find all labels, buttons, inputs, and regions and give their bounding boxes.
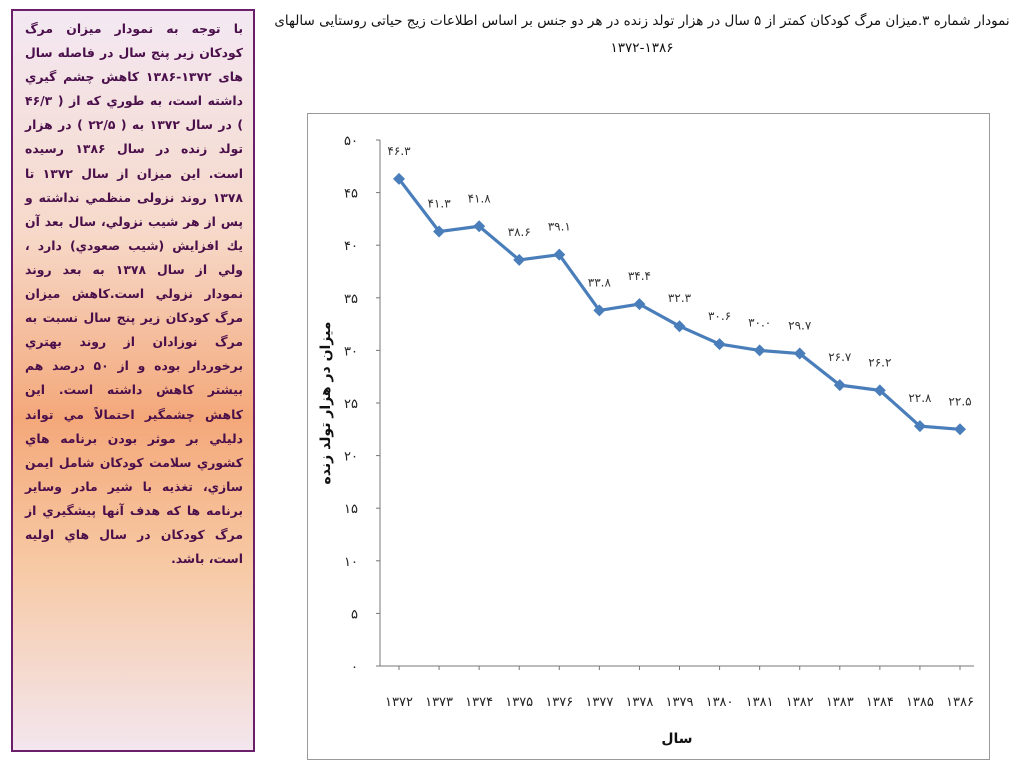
y-tick-label: ۲۵: [344, 397, 358, 412]
data-label: ۳۸.۶: [508, 225, 531, 239]
data-point: [393, 172, 405, 185]
data-point: [433, 225, 446, 238]
y-tick-label: ۲۰: [344, 450, 358, 465]
data-label: ۴۶.۳: [387, 144, 411, 158]
data-point: [473, 220, 486, 233]
x-tick-label: ۱۳۸۱: [746, 695, 774, 710]
data-point: [873, 384, 886, 397]
x-tick-label: ۱۳۸۰: [706, 695, 734, 710]
x-tick-label: ۱۳۸۳: [826, 695, 854, 710]
axes: [379, 140, 974, 667]
y-tick-label: ۴۵: [344, 187, 358, 202]
data-label: ۳۰.۶: [708, 309, 731, 323]
x-tick-label: ۱۳۸۵: [906, 695, 934, 710]
x-tick-label: ۱۳۷۲: [385, 695, 413, 710]
y-tick-label: ۰: [351, 660, 358, 675]
data-point: [833, 379, 846, 392]
y-tick-label: ۳۰: [344, 344, 358, 359]
y-tick-label: ۱۰: [344, 555, 358, 570]
data-point: [954, 423, 966, 436]
x-ticks: ۱۳۷۲ ۱۳۷۳ ۱۳۷۴ ۱۳۷۵ ۱۳۷۶ ۱۳۷۷ ۱۳۷۸ ۱۳۷۹ ۱۳۸۰ ۱۳۸۱…: [385, 666, 974, 710]
x-tick-label: ۱۳۷۴: [465, 695, 493, 710]
summary-panel: با توجه به نمودار میزان مرگ کودکان زیر پ…: [11, 9, 255, 752]
chart-frame: ۰ ۵ ۱۰ ۱۵ ۲۰ ۲۵ ۳۰ ۳۵ ۴۰ ۴۵ ۵۰ ۱۳۷۲ ۱۳۷۳ ۱۳۷۴ ۱۳۷۵ ۱۳۷…: [307, 113, 990, 760]
data-point: [713, 338, 726, 351]
data-label: ۲۲.۸: [908, 391, 932, 405]
data-label: ۳۳.۸: [588, 275, 612, 289]
data-label: ۳۲.۳: [668, 291, 692, 305]
data-label: ۳۹.۱: [548, 220, 571, 234]
y-axis-title: میزان در هزار تولد زنده: [318, 322, 334, 485]
y-tick-label: ۳۵: [344, 292, 358, 307]
x-tick-label: ۱۳۷۳: [425, 695, 453, 710]
data-point: [513, 253, 526, 266]
x-tick-label: ۱۳۷۷: [585, 695, 613, 710]
x-axis-title: سال: [661, 731, 692, 747]
x-tick-label: ۱۳۸۶: [946, 695, 974, 710]
y-tick-label: ۱۵: [344, 502, 358, 517]
data-label: ۳۰.۰: [748, 315, 771, 329]
data-label: ۴۱.۳: [427, 197, 451, 211]
y-ticks: ۰ ۵ ۱۰ ۱۵ ۲۰ ۲۵ ۳۰ ۳۵ ۴۰ ۴۵ ۵۰: [344, 134, 380, 675]
data-label: ۲۲.۵: [948, 394, 971, 408]
data-label: ۴۱.۸: [468, 191, 492, 205]
data-point: [913, 420, 926, 433]
data-label: ۲۹.۷: [788, 319, 812, 333]
data-point: [673, 320, 686, 333]
y-tick-label: ۴۰: [344, 239, 358, 254]
data-labels: ۴۶.۳ ۴۱.۳ ۴۱.۸ ۳۸.۶ ۳۹.۱ ۳۳.۸ ۳۴.۴ ۳۲.۳ ۳۰.۶ ۳۰.۰…: [387, 144, 971, 408]
y-tick-label: ۵: [351, 607, 358, 622]
x-tick-label: ۱۳۸۲: [786, 695, 814, 710]
data-label: ۳۴.۴: [628, 269, 651, 283]
data-point: [553, 248, 566, 261]
x-tick-label: ۱۳۷۹: [666, 695, 694, 710]
chart-title: نمودار شماره ۳.میزان مرگ کودکان کمتر از …: [274, 13, 1010, 56]
data-label: ۲۶.۷: [828, 350, 852, 364]
data-point: [793, 347, 806, 360]
data-point: [593, 304, 606, 317]
x-tick-label: ۱۳۷۸: [625, 695, 653, 710]
data-point: [633, 298, 646, 311]
x-tick-label: ۱۳۷۶: [545, 695, 573, 710]
y-tick-label: ۵۰: [344, 134, 358, 149]
series-layer: [393, 172, 966, 436]
data-point: [753, 344, 766, 357]
x-tick-label: ۱۳۸۴: [866, 695, 894, 710]
summary-text: با توجه به نمودار میزان مرگ کودکان زیر پ…: [25, 21, 243, 567]
data-label: ۲۶.۲: [868, 355, 891, 369]
x-tick-label: ۱۳۷۵: [505, 695, 533, 710]
